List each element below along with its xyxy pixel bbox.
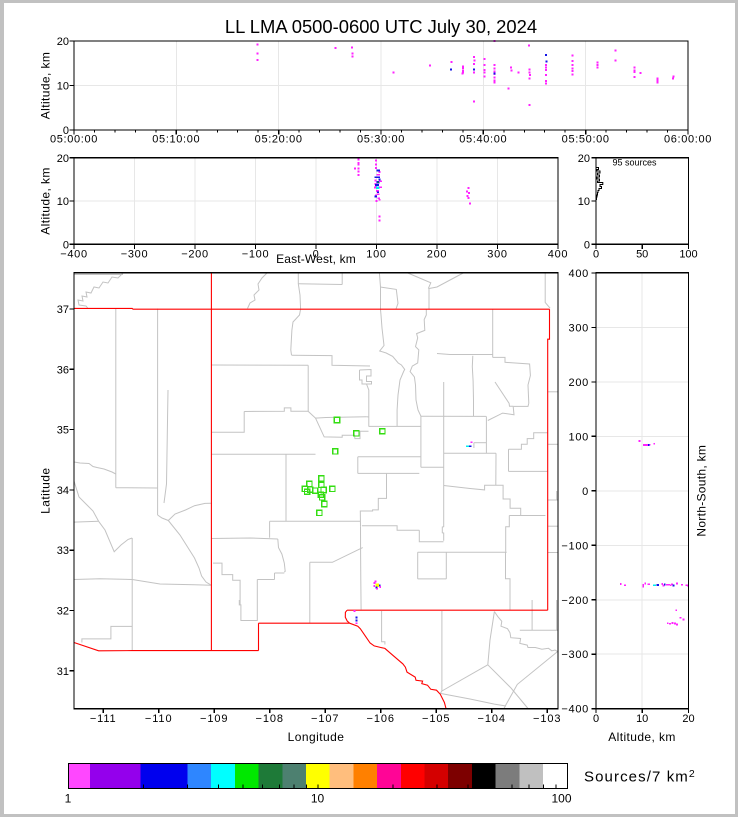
svg-text:0: 0 xyxy=(584,239,590,251)
svg-text:35: 35 xyxy=(57,425,69,437)
svg-text:Latitude: Latitude xyxy=(39,468,53,514)
svg-text:100: 100 xyxy=(569,431,589,443)
svg-text:05:40:00: 05:40:00 xyxy=(459,134,507,146)
svg-text:−200: −200 xyxy=(181,248,209,260)
svg-text:North-South, km: North-South, km xyxy=(695,445,709,537)
svg-text:400: 400 xyxy=(548,248,568,260)
svg-text:34: 34 xyxy=(57,485,69,497)
svg-text:−111: −111 xyxy=(90,713,117,725)
svg-text:10: 10 xyxy=(57,196,69,208)
svg-text:−400: −400 xyxy=(60,248,88,260)
svg-text:Sources/7 km2: Sources/7 km2 xyxy=(584,768,695,786)
svg-text:−300: −300 xyxy=(121,248,149,260)
svg-text:0: 0 xyxy=(582,486,589,498)
svg-text:0: 0 xyxy=(63,125,69,137)
svg-text:95 sources: 95 sources xyxy=(613,158,658,168)
svg-text:05:20:00: 05:20:00 xyxy=(255,134,303,146)
svg-text:10: 10 xyxy=(311,791,325,805)
svg-text:50: 50 xyxy=(636,248,648,260)
svg-text:400: 400 xyxy=(569,268,589,280)
svg-text:10: 10 xyxy=(578,196,590,208)
svg-text:0: 0 xyxy=(63,239,69,251)
svg-text:20: 20 xyxy=(57,36,69,48)
svg-text:−104: −104 xyxy=(478,713,506,725)
svg-text:Altitude, km: Altitude, km xyxy=(608,730,676,744)
svg-text:−108: −108 xyxy=(256,713,284,725)
svg-text:05:30:00: 05:30:00 xyxy=(357,134,405,146)
svg-text:−400: −400 xyxy=(561,704,589,716)
svg-text:−105: −105 xyxy=(422,713,450,725)
svg-text:06:00:00: 06:00:00 xyxy=(664,134,712,146)
svg-text:10: 10 xyxy=(636,713,648,725)
svg-text:−200: −200 xyxy=(561,595,589,607)
svg-text:33: 33 xyxy=(57,545,69,557)
svg-text:20: 20 xyxy=(578,153,590,165)
svg-text:20: 20 xyxy=(682,713,694,725)
svg-text:200: 200 xyxy=(427,248,447,260)
svg-text:05:10:00: 05:10:00 xyxy=(152,134,200,146)
svg-text:100: 100 xyxy=(366,248,386,260)
svg-text:10: 10 xyxy=(57,81,69,93)
svg-text:36: 36 xyxy=(57,364,69,376)
svg-text:Altitude, km: Altitude, km xyxy=(39,167,53,235)
svg-text:200: 200 xyxy=(569,377,589,389)
svg-text:Longitude: Longitude xyxy=(288,730,345,744)
svg-text:−100: −100 xyxy=(242,248,270,260)
svg-text:37: 37 xyxy=(57,304,69,316)
svg-text:0: 0 xyxy=(593,248,599,260)
svg-text:20: 20 xyxy=(57,153,69,165)
svg-text:−300: −300 xyxy=(561,649,589,661)
svg-text:−109: −109 xyxy=(200,713,228,725)
svg-text:−103: −103 xyxy=(533,713,561,725)
svg-text:0: 0 xyxy=(593,713,599,725)
svg-text:05:00:00: 05:00:00 xyxy=(50,134,98,146)
svg-text:Altitude, km: Altitude, km xyxy=(39,52,53,120)
svg-text:LL LMA 0500-0600 UTC July 30,: LL LMA 0500-0600 UTC July 30, 2024 xyxy=(225,16,537,37)
svg-text:East-West, km: East-West, km xyxy=(276,252,356,266)
svg-text:05:50:00: 05:50:00 xyxy=(562,134,610,146)
svg-text:100: 100 xyxy=(551,791,571,805)
svg-text:−107: −107 xyxy=(311,713,339,725)
svg-text:1: 1 xyxy=(65,791,72,805)
svg-text:100: 100 xyxy=(679,248,697,260)
svg-text:0: 0 xyxy=(313,248,320,260)
svg-text:31: 31 xyxy=(57,666,69,678)
svg-text:300: 300 xyxy=(569,322,589,334)
svg-text:300: 300 xyxy=(487,248,507,260)
svg-text:−106: −106 xyxy=(367,713,395,725)
svg-text:−100: −100 xyxy=(561,540,589,552)
svg-text:32: 32 xyxy=(57,606,69,618)
svg-text:−110: −110 xyxy=(145,713,173,725)
